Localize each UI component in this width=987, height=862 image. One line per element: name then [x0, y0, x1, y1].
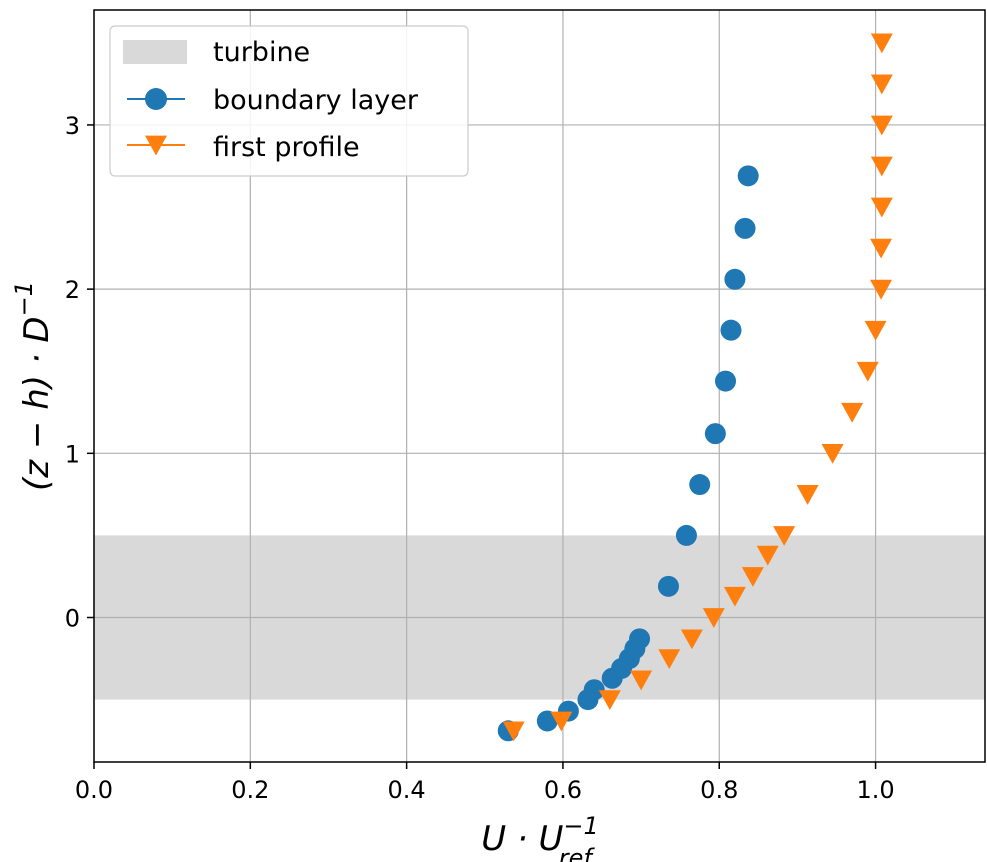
- plot-frame: [93, 9, 986, 763]
- data-point: [821, 443, 844, 464]
- x-tick-label: 0.2: [231, 776, 269, 804]
- y-axis-label: (z − h) · D−1: [10, 281, 57, 491]
- data-point: [870, 238, 893, 259]
- y-axis-label-sup: −1: [10, 281, 38, 316]
- x-axis-label-sub: ref: [559, 844, 596, 862]
- axis-ticks: 0.0 0.2 0.4 0.6 0.8 1.0 0 1 2 3: [65, 112, 895, 804]
- legend-marker-first-profile: [145, 135, 167, 156]
- legend-marker-boundary-layer: [145, 88, 167, 110]
- data-point: [702, 608, 725, 628]
- x-tick-label: 0.6: [544, 776, 582, 804]
- x-tick-label: 0.8: [700, 776, 738, 804]
- data-point: [704, 423, 726, 445]
- data-point: [870, 279, 893, 300]
- data-point: [870, 115, 893, 136]
- data-point: [864, 320, 887, 341]
- x-tick-label: 1.0: [856, 776, 894, 804]
- legend: turbine boundary layer first profile: [109, 25, 469, 177]
- data-point: [715, 370, 737, 392]
- data-point: [870, 156, 893, 177]
- y-tick-label: 3: [65, 112, 80, 140]
- data-point: [773, 526, 796, 546]
- data-point: [630, 670, 653, 691]
- data-point: [741, 567, 764, 587]
- series-first-profile: [502, 33, 893, 742]
- data-point: [657, 575, 679, 597]
- data-point: [796, 485, 819, 505]
- data-point: [870, 74, 893, 95]
- data-point: [870, 33, 893, 54]
- data-point: [870, 197, 893, 218]
- data-point: [720, 319, 742, 341]
- data-point: [675, 524, 697, 546]
- data-point: [856, 361, 879, 382]
- legend-label-turbine: turbine: [213, 37, 310, 68]
- x-axis-label-base: U · U: [481, 819, 563, 859]
- x-tick-label: 0.4: [388, 776, 426, 804]
- y-tick-label: 1: [65, 440, 80, 468]
- data-point: [680, 629, 703, 650]
- data-point: [756, 545, 779, 566]
- x-axis-label-sup: −1: [563, 812, 598, 840]
- x-axis-label: U · U−1 ref: [481, 812, 599, 862]
- data-point: [629, 628, 651, 650]
- y-tick-label: 0: [65, 605, 80, 633]
- data-point: [598, 690, 621, 711]
- data-point: [658, 649, 681, 670]
- legend-box: [109, 25, 469, 177]
- series-layer: [497, 33, 893, 742]
- data-point: [550, 711, 573, 732]
- data-point: [841, 402, 864, 423]
- data-point: [502, 721, 525, 742]
- data-point: [689, 474, 711, 496]
- legend-label-boundary-layer: boundary layer: [213, 85, 419, 116]
- y-tick-label: 2: [65, 276, 80, 304]
- data-point: [734, 217, 756, 239]
- data-point: [724, 268, 746, 290]
- data-point: [583, 679, 605, 701]
- legend-swatch-turbine: [123, 40, 187, 64]
- y-axis-label-base: (z − h) · D: [17, 316, 57, 491]
- data-point: [737, 165, 759, 187]
- data-point: [536, 710, 558, 732]
- data-point: [723, 586, 746, 607]
- x-tick-label: 0.0: [75, 776, 113, 804]
- legend-label-first-profile: first profile: [213, 132, 360, 163]
